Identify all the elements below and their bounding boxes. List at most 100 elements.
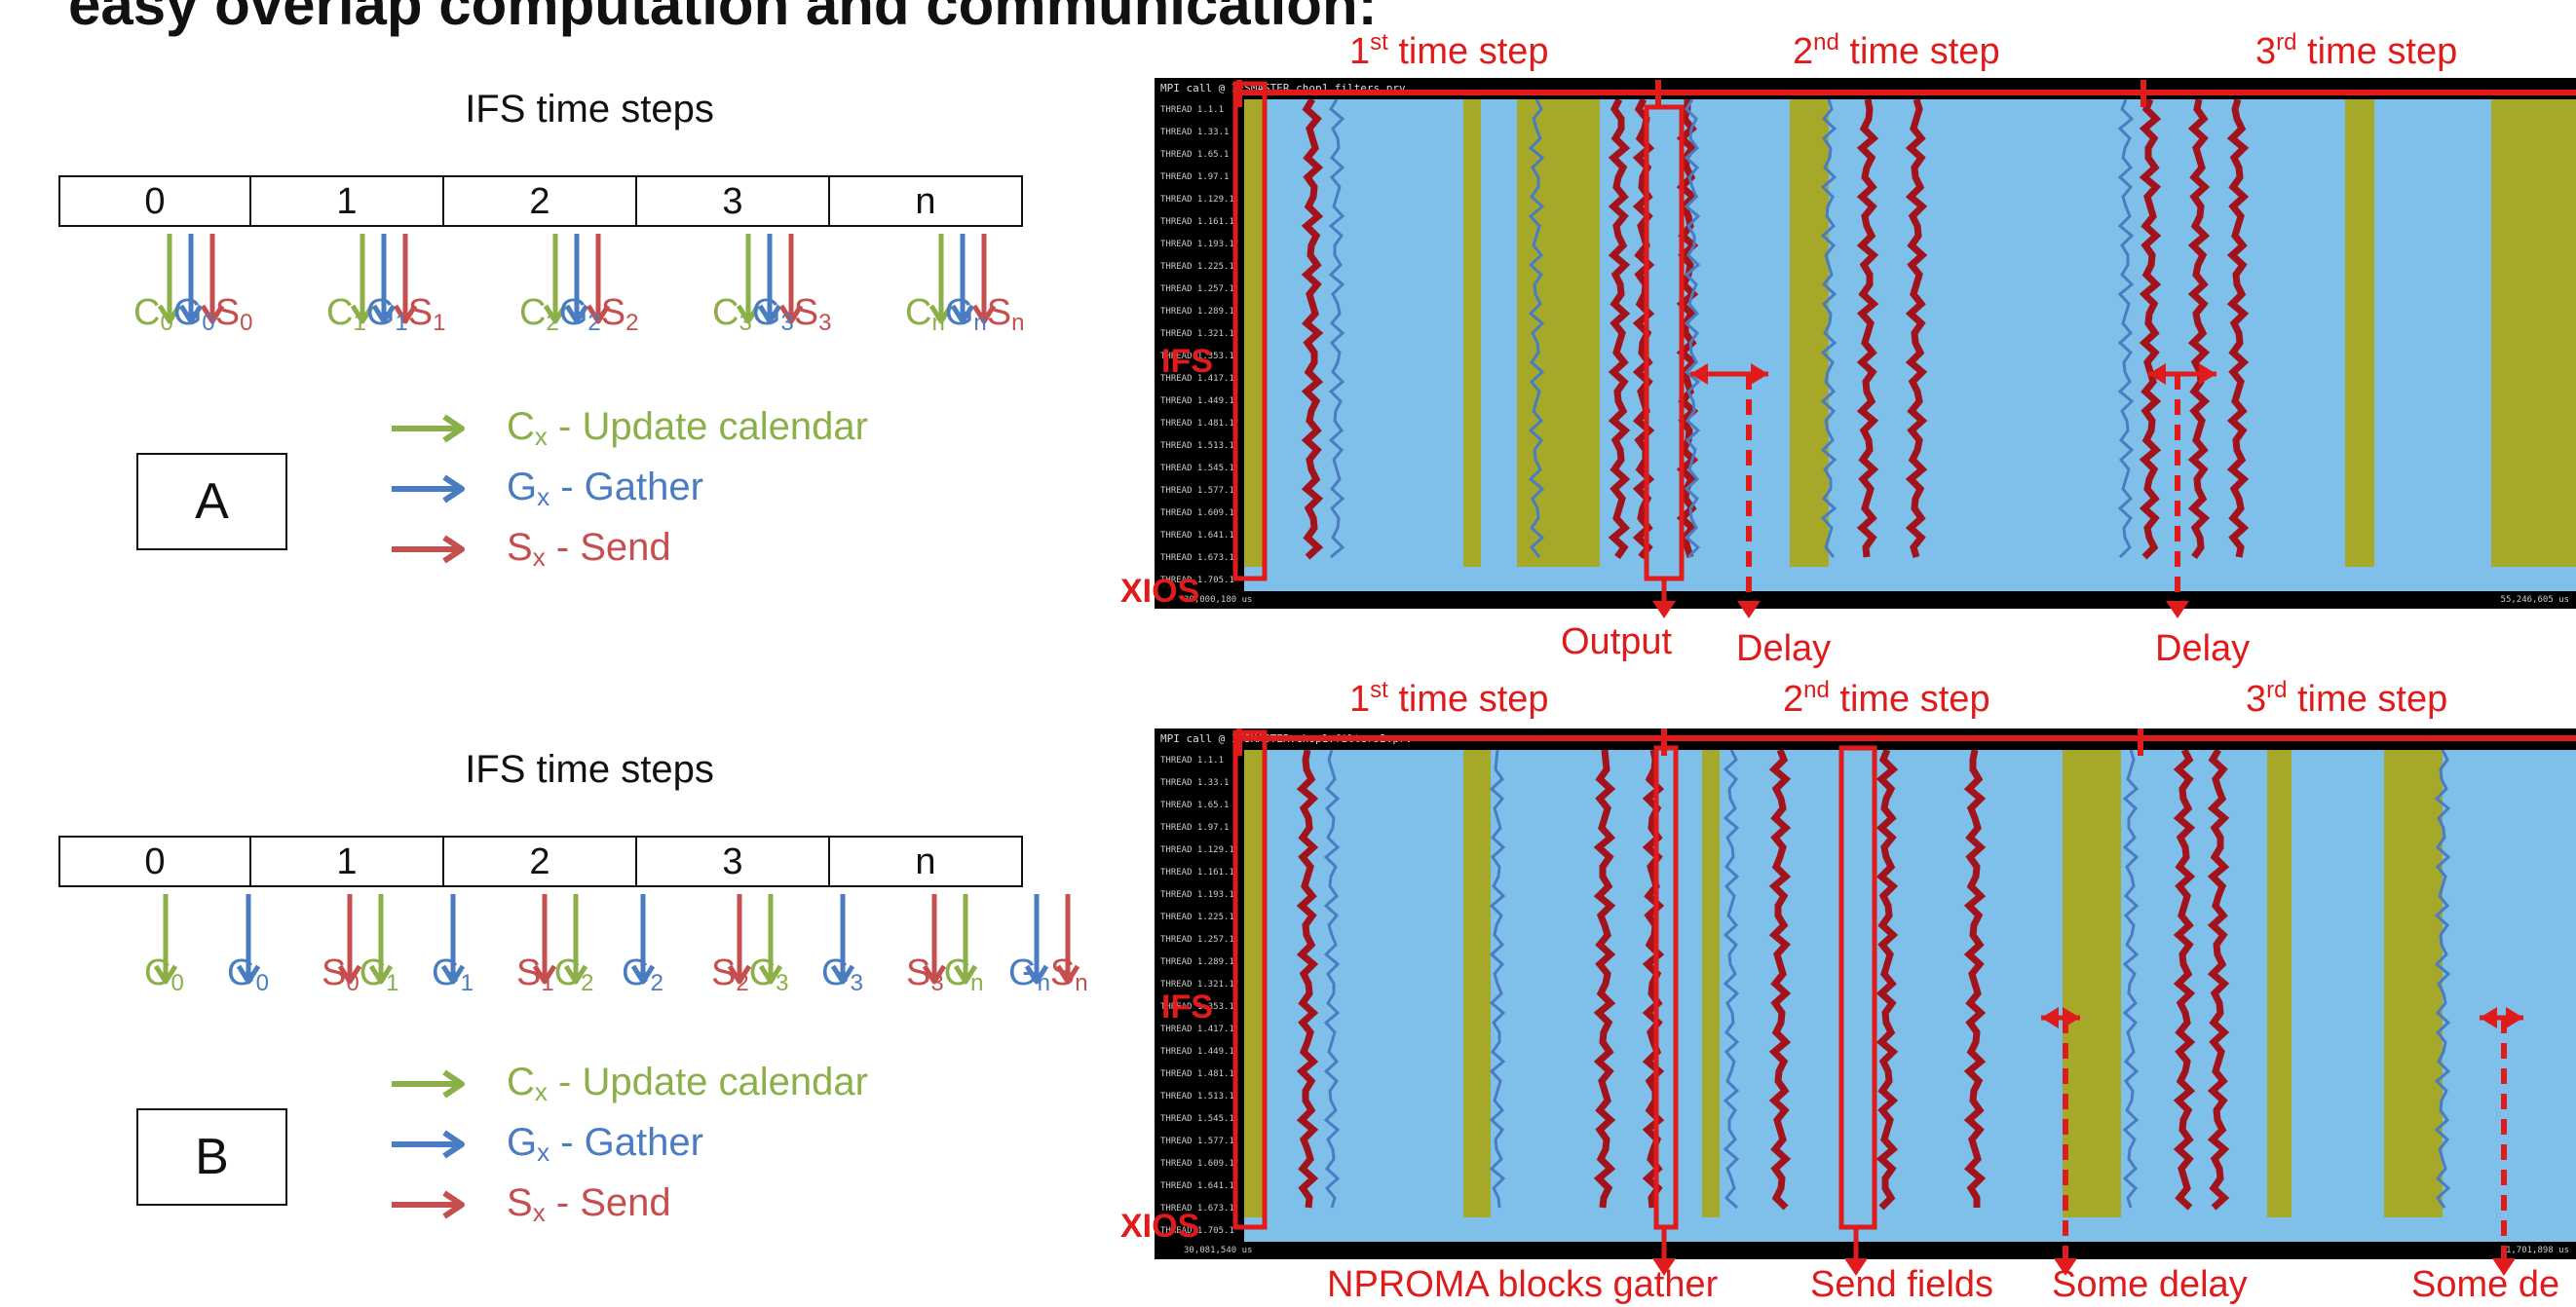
arrow-g [543, 234, 568, 324]
thread-row-label: THREAD 1.1.1 [1160, 756, 1225, 766]
arrow-g [350, 234, 375, 324]
thread-row-label: THREAD 1.609.1 [1160, 508, 1234, 518]
legend-text: Cx - Update calendar [507, 405, 868, 451]
arrow-r [1055, 894, 1080, 985]
step-cell: 3 [637, 175, 830, 227]
arrow-b [630, 894, 656, 985]
step-label: GnSn [1008, 952, 1088, 996]
arrow-r [971, 234, 997, 324]
legend-text: Sx - Send [507, 526, 671, 572]
time-step-label: 2nd time step [1783, 677, 1990, 720]
xios-row [1244, 567, 2576, 591]
compute-band [2267, 750, 2292, 1217]
step-cell: 3 [637, 836, 830, 887]
legend-item: Gx - Gather [390, 460, 703, 518]
step-cell: 2 [444, 175, 637, 227]
trace-burst [2122, 749, 2140, 1209]
step-label: G0 [227, 952, 269, 996]
legend-item: Cx - Update calendar [390, 1055, 868, 1113]
thread-row-label: THREAD 1.65.1 [1160, 801, 1230, 810]
step-label: G3 [821, 952, 863, 996]
thread-row-label: THREAD 1.129.1 [1160, 195, 1234, 205]
legend-arrow-icon [392, 414, 465, 443]
arrow-r [532, 894, 557, 985]
trace-footer: 30,081,540 us 51,701,898 us [1155, 1242, 2576, 1259]
trace-burst [1856, 98, 1879, 558]
compute-band [2384, 750, 2443, 1217]
xios-label: XIOS [1120, 573, 1200, 610]
trace-burst [1684, 98, 1701, 559]
step-label: C1G1S1 [326, 292, 446, 336]
compute-band [1463, 99, 1481, 567]
thread-row-label: THREAD 1.641.1 [1160, 1181, 1234, 1191]
thread-row-label: THREAD 1.97.1 [1160, 823, 1230, 833]
step-label: C0 [144, 952, 184, 996]
thread-row-label: THREAD 1.705.1 [1160, 1226, 1234, 1236]
compute-band [1702, 750, 1720, 1217]
trace-time-start: 30,000,180 us [1184, 595, 1253, 605]
thread-row-label: THREAD 1.33.1 [1160, 128, 1230, 137]
step-label: S1C2 [516, 952, 594, 996]
thread-row-label: THREAD 1.705.1 [1160, 576, 1234, 585]
trace-row-labels: THREAD 1.1.1 THREAD 1.33.1 THREAD 1.65.1 TH… [1156, 99, 1236, 608]
thread-row-label: THREAD 1.289.1 [1160, 957, 1234, 967]
thread-row-label: THREAD 1.449.1 [1160, 1047, 1234, 1057]
compute-band [2063, 750, 2121, 1217]
arrow-b [564, 234, 589, 324]
thread-row-label: THREAD 1.193.1 [1160, 890, 1234, 900]
legend-arrow-icon [392, 1130, 465, 1159]
thread-row-label: THREAD 1.577.1 [1160, 1137, 1234, 1146]
step-label: CnGnSn [905, 292, 1025, 336]
time-step-label: 2nd time step [1793, 29, 2000, 72]
step-label: S3Cn [906, 952, 984, 996]
trace-burst [1820, 98, 1837, 558]
arrow-g [758, 894, 783, 985]
time-step-label: 3rd time step [2255, 29, 2458, 72]
thread-row-label: THREAD 1.225.1 [1160, 262, 1234, 272]
thread-row-label: THREAD 1.129.1 [1160, 845, 1234, 855]
xios-label: XIOS [1120, 1208, 1200, 1245]
arrow-g [563, 894, 588, 985]
arrow-g [953, 894, 978, 985]
panel-b-arrows [153, 894, 1080, 985]
thread-row-label: THREAD 1.449.1 [1160, 396, 1234, 406]
trace-burst [1301, 97, 1324, 560]
thread-row-label: THREAD 1.481.1 [1160, 1069, 1234, 1079]
step-label: G1 [432, 952, 474, 996]
compute-band [2345, 99, 2374, 567]
trace-header: MPI call @ IFSMASTER.chop1.filters.prv [1155, 78, 2576, 99]
step-cell: n [830, 175, 1023, 227]
annotation-nproma-gather: NPROMA blocks gather [1327, 1264, 1719, 1305]
trace-footer: 30,000,180 us 55,246,605 us [1155, 591, 2576, 609]
legend-text: Gx - Gather [507, 1121, 703, 1167]
thread-row-label: THREAD 1.673.1 [1160, 553, 1234, 563]
trace-view: MPI call @ IFSMASTER.chop1.filters.prv T… [1155, 78, 2576, 609]
thread-row-label: THREAD 1.97.1 [1160, 172, 1230, 182]
thread-row-label: THREAD 1.641.1 [1160, 531, 1234, 541]
trace-row-labels: THREAD 1.1.1 THREAD 1.33.1 THREAD 1.65.1 TH… [1156, 750, 1236, 1258]
trace-area [1244, 97, 2576, 591]
thread-row-label: THREAD 1.289.1 [1160, 307, 1234, 317]
thread-row-label: THREAD 1.417.1 [1160, 1025, 1234, 1034]
compute-band [1244, 750, 1266, 1217]
step-label: G2 [622, 952, 663, 996]
arrow-r [586, 234, 611, 324]
trace-burst [2207, 748, 2230, 1211]
thread-row-label: THREAD 1.609.1 [1160, 1159, 1234, 1169]
annotation-delay: Delay [1736, 628, 1832, 669]
trace-burst [1528, 98, 1545, 558]
thread-row-label: THREAD 1.673.1 [1160, 1204, 1234, 1214]
thread-row-label: THREAD 1.353.1 [1160, 352, 1234, 361]
trace-burst [1875, 748, 1899, 1211]
trace-burst [2434, 749, 2451, 1209]
legend-arrow-icon [392, 535, 465, 564]
thread-row-label: THREAD 1.513.1 [1160, 1092, 1234, 1102]
arrow-g [157, 234, 182, 324]
annotation-some-delay-truncated: Some de [2411, 1264, 2560, 1305]
thread-row-label: THREAD 1.417.1 [1160, 374, 1234, 384]
compute-band [1790, 99, 1829, 567]
legend-item: Sx - Send [390, 1176, 671, 1234]
legend-text: Sx - Send [507, 1181, 671, 1227]
panel-b: IFS time steps 0 1 2 3 n C0 G0 S0C1 G1 S1C2 G… [54, 748, 1125, 1293]
trace-burst [1296, 749, 1319, 1209]
